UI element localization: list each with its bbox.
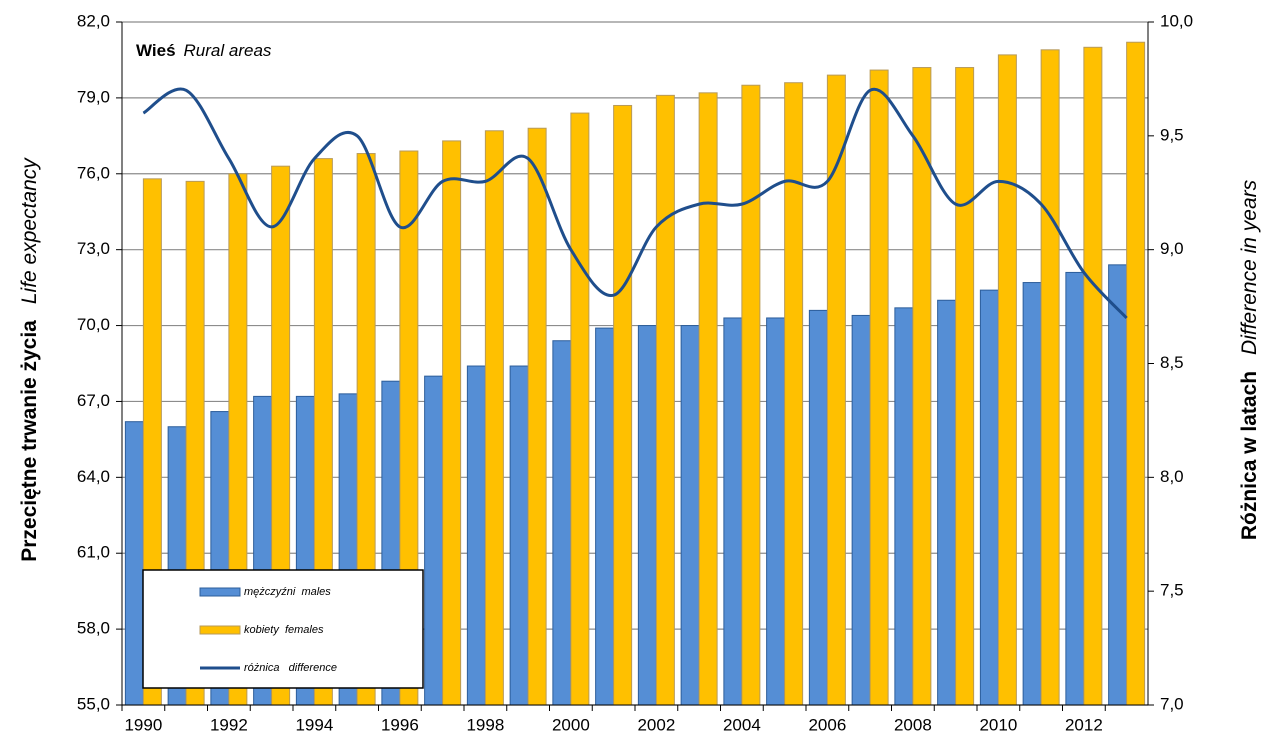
bar <box>424 375 444 706</box>
bar <box>595 327 615 706</box>
x-tick-label: 2004 <box>723 715 761 734</box>
legend-label: mężczyźni males <box>244 586 331 598</box>
bar <box>766 317 786 706</box>
bar <box>826 74 846 706</box>
y-tick-label: 70,0 <box>77 315 110 334</box>
marks <box>124 41 1146 706</box>
bar <box>869 69 889 706</box>
bar <box>509 365 529 706</box>
y2-axis-title: Różnica w latach Difference in years <box>1238 179 1261 540</box>
bar <box>937 299 957 706</box>
y2-tick-label: 8,5 <box>1160 353 1184 372</box>
chart-title: Wieś Rural areas <box>136 41 272 60</box>
y-tick-label: 67,0 <box>77 391 110 410</box>
bar <box>894 307 914 706</box>
bar <box>1065 271 1085 706</box>
line <box>142 87 1128 319</box>
x-tick-label: 1992 <box>210 715 248 734</box>
bar <box>997 54 1017 706</box>
legend-label: różnica difference <box>244 662 337 674</box>
legend-label: kobiety females <box>244 624 324 636</box>
bar <box>1108 264 1128 706</box>
bar <box>784 82 804 706</box>
y2-tick-label: 7,5 <box>1160 581 1184 600</box>
x-tick-label: 2000 <box>552 715 590 734</box>
bar <box>741 84 761 706</box>
bar <box>808 309 828 706</box>
y-tick-label: 55,0 <box>77 694 110 713</box>
y2-tick-label: 7,0 <box>1160 694 1184 713</box>
bar <box>698 92 718 706</box>
x-tick-label: 1996 <box>381 715 419 734</box>
x-tick-label: 1998 <box>466 715 504 734</box>
legend-swatch <box>199 587 241 597</box>
x-tick-label: 1990 <box>124 715 162 734</box>
x-tick-label: 1994 <box>295 715 333 734</box>
x-tick-label: 2010 <box>979 715 1017 734</box>
bar <box>637 325 657 706</box>
y-tick-label: 61,0 <box>77 543 110 562</box>
bar <box>124 421 144 706</box>
bar <box>1126 41 1146 706</box>
y2-tick-label: 9,5 <box>1160 125 1184 144</box>
bar <box>466 365 486 706</box>
y-label: Przeciętne trwanie życia <box>18 320 41 562</box>
bar <box>979 289 999 706</box>
bar <box>723 317 743 706</box>
y-tick-label: 79,0 <box>77 87 110 106</box>
bar <box>1022 282 1042 706</box>
bar <box>655 94 675 706</box>
y-tick-label: 58,0 <box>77 619 110 638</box>
y2-tick-label: 9,0 <box>1160 239 1184 258</box>
y-tick-label: 73,0 <box>77 239 110 258</box>
x-tick-label: 2008 <box>894 715 932 734</box>
y2-tick-label: 10,0 <box>1160 11 1193 30</box>
legend: mężczyźni males kobiety females różnica di… <box>142 569 424 689</box>
title: Wieś <box>136 41 176 60</box>
bar <box>552 340 572 706</box>
bar <box>1083 46 1103 706</box>
bar <box>484 130 504 706</box>
y-tick-label: 64,0 <box>77 467 110 486</box>
bar <box>613 104 633 706</box>
legend-box <box>142 569 424 689</box>
bar <box>680 325 700 706</box>
x-tick-label: 2006 <box>808 715 846 734</box>
bar <box>442 140 462 706</box>
bar <box>955 67 975 706</box>
bar <box>570 112 590 706</box>
y-tick-label: 82,0 <box>77 11 110 30</box>
y2-label-en: Difference in years <box>1238 179 1261 355</box>
bar <box>851 314 871 706</box>
x-tick-label: 2012 <box>1065 715 1103 734</box>
y-label-en: Life expectancy <box>18 157 41 304</box>
subtitle: Rural areas <box>184 41 272 60</box>
bar <box>1040 49 1060 706</box>
y2-label: Różnica w latach <box>1238 371 1261 540</box>
x-tick-label: 2002 <box>637 715 675 734</box>
legend-swatch <box>199 625 241 635</box>
y-axis-title: Przeciętne trwanie życia Life expectancy <box>18 157 41 562</box>
bar <box>527 127 547 706</box>
y2-tick-label: 8,0 <box>1160 467 1184 486</box>
y-tick-label: 76,0 <box>77 163 110 182</box>
